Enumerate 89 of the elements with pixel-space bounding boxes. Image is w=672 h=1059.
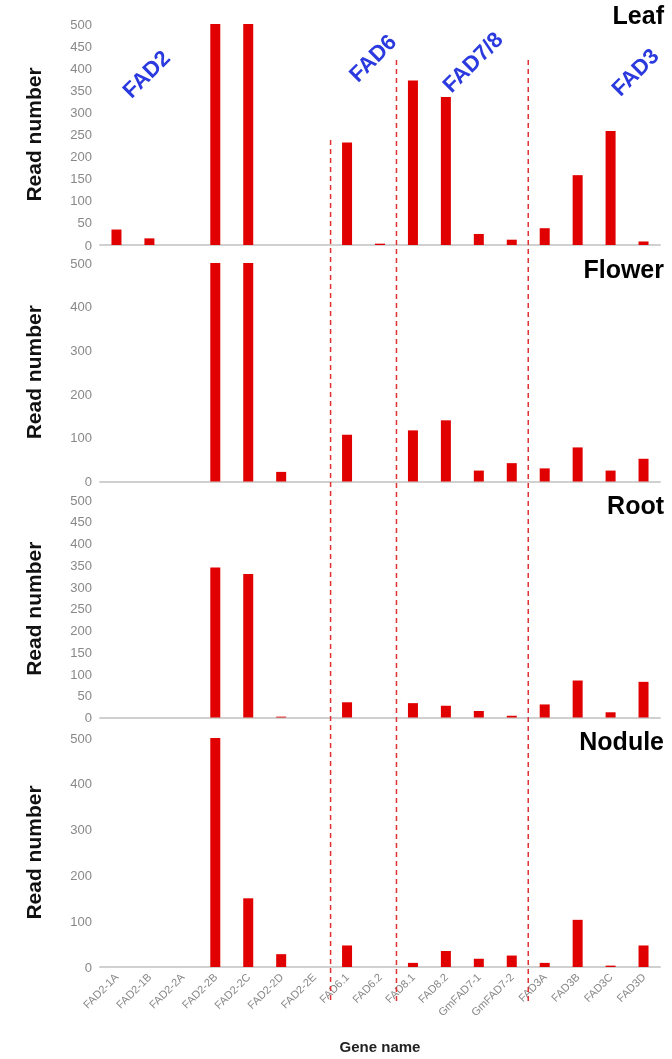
bar bbox=[342, 702, 353, 718]
bar bbox=[572, 175, 583, 245]
bar bbox=[440, 705, 451, 718]
x-axis-title: Gene name bbox=[339, 1038, 421, 1055]
y-axis-title: Read number bbox=[22, 67, 45, 202]
bar bbox=[572, 919, 583, 967]
y-tick-label: 200 bbox=[70, 149, 92, 165]
bar bbox=[243, 898, 254, 967]
y-tick-label: 400 bbox=[70, 536, 92, 551]
y-tick-label: 50 bbox=[77, 688, 92, 704]
bar bbox=[638, 458, 649, 482]
y-tick-label: 300 bbox=[70, 104, 92, 120]
y-tick-label: 350 bbox=[70, 82, 92, 98]
bar bbox=[407, 703, 418, 718]
y-tick-label: 200 bbox=[70, 386, 92, 402]
y-tick-label: 500 bbox=[70, 16, 92, 32]
bar bbox=[506, 463, 517, 482]
bar bbox=[638, 241, 649, 245]
chart-title: Leaf bbox=[612, 0, 665, 29]
y-tick-label: 350 bbox=[70, 557, 92, 573]
y-tick-label: 150 bbox=[70, 644, 92, 660]
y-tick-label: 450 bbox=[70, 514, 92, 530]
bar bbox=[407, 962, 418, 967]
bar bbox=[210, 263, 221, 482]
bar bbox=[243, 573, 254, 718]
bar bbox=[473, 233, 484, 245]
y-tick-label: 500 bbox=[70, 730, 92, 746]
bar bbox=[440, 950, 451, 967]
chart-title: Flower bbox=[583, 254, 665, 283]
y-tick-label: 150 bbox=[70, 171, 92, 187]
bar bbox=[440, 420, 451, 482]
bar bbox=[473, 470, 484, 482]
chart-title: Root bbox=[607, 490, 665, 519]
y-tick-label: 300 bbox=[70, 579, 92, 595]
y-axis-title: Read number bbox=[22, 305, 45, 440]
bar bbox=[539, 962, 550, 967]
bar bbox=[440, 96, 451, 245]
bar bbox=[605, 712, 616, 718]
y-tick-label: 250 bbox=[70, 127, 92, 142]
y-tick-label: 100 bbox=[70, 193, 92, 209]
y-tick-label: 0 bbox=[84, 474, 92, 489]
y-tick-label: 300 bbox=[70, 342, 92, 358]
bar bbox=[342, 434, 353, 482]
y-tick-label: 500 bbox=[70, 255, 92, 271]
bar bbox=[539, 228, 550, 245]
bar bbox=[473, 958, 484, 967]
bar bbox=[210, 567, 221, 718]
bar bbox=[407, 80, 418, 245]
y-tick-label: 100 bbox=[70, 913, 92, 929]
bar bbox=[243, 24, 254, 245]
bar bbox=[506, 955, 517, 967]
y-tick-label: 200 bbox=[70, 623, 92, 638]
bar bbox=[539, 468, 550, 482]
bar bbox=[342, 945, 353, 967]
y-tick-label: 50 bbox=[77, 215, 92, 231]
y-tick-label: 500 bbox=[70, 492, 92, 508]
y-tick-label: 0 bbox=[84, 959, 92, 975]
y-axis-title: Read number bbox=[22, 541, 45, 676]
bar bbox=[276, 471, 287, 482]
bar bbox=[210, 738, 221, 967]
y-axis-title: Read number bbox=[22, 785, 45, 920]
bar bbox=[572, 680, 583, 718]
bar bbox=[144, 238, 155, 245]
bar bbox=[111, 229, 122, 245]
y-tick-label: 450 bbox=[70, 38, 92, 54]
y-tick-label: 400 bbox=[70, 60, 92, 76]
bar bbox=[572, 447, 583, 482]
y-tick-label: 100 bbox=[70, 430, 92, 446]
bar bbox=[407, 430, 418, 482]
y-tick-label: 200 bbox=[70, 867, 92, 883]
bar bbox=[605, 130, 616, 245]
bar bbox=[473, 710, 484, 718]
y-tick-label: 250 bbox=[70, 601, 92, 617]
bar bbox=[243, 263, 254, 482]
bar bbox=[276, 954, 287, 967]
bar bbox=[342, 142, 353, 245]
bar bbox=[210, 24, 221, 245]
y-tick-label: 0 bbox=[84, 237, 92, 253]
bar bbox=[638, 681, 649, 718]
y-tick-label: 300 bbox=[70, 822, 92, 838]
y-tick-label: 400 bbox=[70, 776, 92, 792]
bar bbox=[506, 239, 517, 245]
y-tick-label: 0 bbox=[84, 710, 92, 725]
bar bbox=[638, 945, 649, 967]
chart-title: Nodule bbox=[579, 726, 665, 755]
bar bbox=[539, 704, 550, 718]
y-tick-label: 100 bbox=[70, 666, 92, 682]
bar bbox=[605, 470, 616, 482]
y-tick-label: 400 bbox=[70, 299, 92, 315]
